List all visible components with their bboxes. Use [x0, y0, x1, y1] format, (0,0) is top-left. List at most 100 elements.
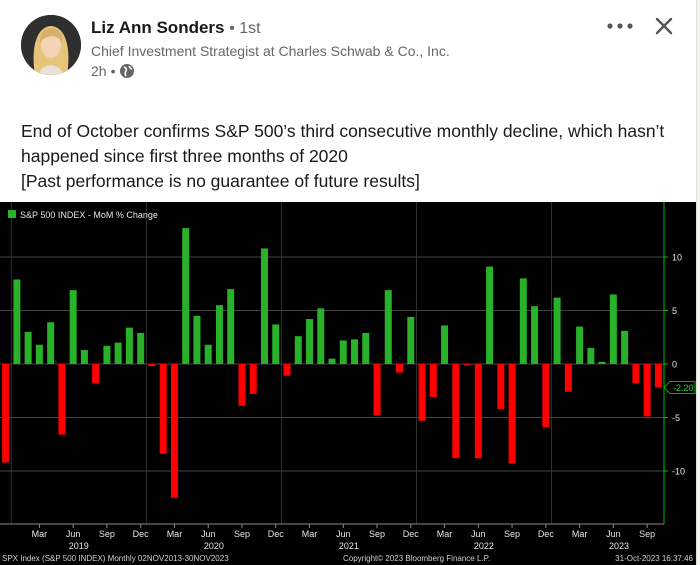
chart-bar [587, 347, 595, 364]
chart-bar [654, 364, 662, 388]
x-tick-label: Dec [403, 529, 420, 539]
x-tick-label: Mar [572, 529, 588, 539]
chart-bar [306, 319, 313, 364]
chart-bar [294, 336, 302, 364]
chart-bar [396, 364, 404, 373]
chart-bar [621, 330, 629, 364]
chart-bar [170, 364, 178, 498]
x-tick-label: Sep [369, 529, 385, 539]
y-tick-label: 5 [672, 306, 677, 316]
bar-chart: 10 5 0 -5 -10 -2.20 S&P 500 INDEX - MoM % Chan… [0, 202, 696, 563]
chart-bar [384, 290, 392, 364]
chart-bar [632, 364, 640, 384]
chart-bar [441, 325, 449, 364]
chart-bar [373, 364, 381, 416]
x-tick-label: Dec [268, 529, 285, 539]
post-text: End of October confirms S&P 500’s third … [21, 119, 681, 194]
close-button[interactable] [648, 10, 680, 42]
chart-bar [643, 364, 651, 417]
x-year-label: 2019 [69, 541, 89, 551]
chart-footer-center: Copyright© 2023 Bloomberg Finance L.P. [343, 554, 490, 563]
chart-bar [80, 350, 88, 364]
chart-bar [564, 364, 572, 392]
x-tick-label: Sep [99, 529, 115, 539]
chart-bar [339, 340, 347, 364]
chart-bar [114, 342, 122, 364]
chart-bar [418, 364, 426, 421]
chart-bar [204, 344, 212, 364]
chart-bar [497, 364, 505, 409]
y-tick-label: -10 [672, 467, 685, 477]
x-tick-label: Mar [32, 529, 48, 539]
y-tick-label: -5 [672, 413, 680, 423]
chart-bar [519, 278, 527, 364]
x-year-label: 2023 [609, 541, 629, 551]
chart-bar [576, 326, 584, 364]
chart-bar [2, 364, 10, 463]
post-text-line: happened since first three months of 202… [21, 146, 348, 166]
chart-bar [193, 315, 201, 364]
chart-bar [260, 248, 268, 364]
chart-bar [148, 364, 156, 367]
chart-bar [486, 266, 494, 364]
chart-bar [474, 364, 482, 459]
post-text-line: [Past performance is no guarantee of fut… [21, 171, 420, 191]
chart-bar [182, 228, 190, 364]
chart-bar [24, 331, 32, 364]
x-tick-label: Jun [66, 529, 81, 539]
x-year-label: 2020 [204, 541, 224, 551]
chart-bar [227, 289, 235, 364]
chart-bar [283, 364, 291, 376]
chart-bar [351, 339, 358, 364]
chart-bar [238, 364, 246, 406]
x-tick-label: Dec [133, 529, 150, 539]
legend-label: S&P 500 INDEX - MoM % Change [20, 210, 158, 220]
chart-image[interactable]: 10 5 0 -5 -10 -2.20 S&P 500 INDEX - MoM % Chan… [0, 202, 696, 565]
chart-bar [598, 361, 606, 364]
author-headline: Chief Investment Strategist at Charles S… [91, 43, 450, 59]
x-year-label: 2022 [474, 541, 494, 551]
chart-bar [92, 364, 100, 384]
chart-bar [103, 345, 111, 364]
y-tick-label: 10 [672, 253, 682, 263]
avatar[interactable] [21, 15, 81, 75]
y-tick-label: 0 [672, 360, 677, 370]
more-icon [607, 23, 633, 29]
chart-bar [407, 316, 415, 364]
chart-bar [125, 327, 133, 364]
chart-bar [159, 364, 167, 454]
chart-footer-left: SPX Index (S&P 500 INDEX) Monthly 02NOV2… [2, 554, 229, 563]
chart-bar [58, 364, 66, 435]
chart-bar [317, 308, 325, 364]
author-line: Liz Ann Sonders • 1st [91, 18, 261, 38]
chart-bar [328, 358, 336, 364]
author-name[interactable]: Liz Ann Sonders [91, 18, 225, 37]
chart-bar [137, 332, 145, 364]
post-meta: 2h • [91, 63, 135, 79]
avatar-image [21, 15, 81, 75]
x-tick-label: Dec [538, 529, 555, 539]
chart-bar [429, 364, 437, 398]
x-tick-label: Mar [302, 529, 318, 539]
chart-bar [452, 364, 460, 459]
chart-bar [542, 364, 550, 428]
chart-footer-right: 31-Oct-2023 16:37:46 [615, 554, 693, 563]
x-tick-label: Mar [437, 529, 453, 539]
chart-bar [215, 305, 223, 364]
x-tick-label: Sep [234, 529, 250, 539]
more-button[interactable] [600, 12, 640, 40]
chart-bar [463, 364, 471, 366]
chart-bar [35, 344, 43, 364]
chart-bar [13, 279, 21, 364]
post-text-line: End of October confirms S&P 500’s third … [21, 121, 665, 141]
x-tick-label: Jun [336, 529, 351, 539]
chart-bar [362, 332, 370, 364]
post-time: 2h [91, 63, 107, 79]
chart-bar [272, 324, 280, 364]
chart-bar [553, 297, 561, 364]
chart-bar [69, 290, 77, 364]
x-tick-label: Jun [606, 529, 621, 539]
chart-bar [249, 364, 257, 394]
x-tick-label: Sep [504, 529, 520, 539]
